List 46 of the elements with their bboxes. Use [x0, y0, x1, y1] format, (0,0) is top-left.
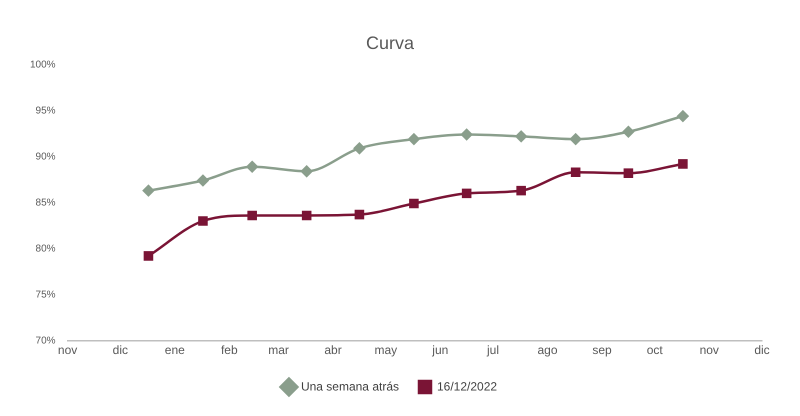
point: [570, 133, 582, 145]
point: [678, 159, 688, 169]
x-tick-label: jul: [486, 343, 500, 358]
x-tick-label: ene: [164, 343, 186, 358]
x-tick-label: jun: [431, 343, 448, 358]
x-tick-label: abr: [324, 343, 342, 358]
legend-label: 16/12/2022: [436, 379, 498, 394]
x-tick-label: nov: [700, 343, 719, 358]
x-tick-label: oct: [646, 343, 664, 358]
point: [198, 216, 208, 226]
point: [516, 186, 526, 196]
x-tick-label: dic: [754, 343, 770, 358]
point: [570, 167, 580, 178]
point: [144, 251, 154, 261]
point: [302, 210, 312, 220]
x-tick-label: may: [374, 343, 398, 358]
point: [197, 174, 209, 186]
point: [354, 142, 366, 154]
y-tick-label: 80%: [36, 243, 56, 254]
chart-title: Curva: [366, 32, 415, 53]
point: [247, 210, 257, 220]
y-tick-label: 95%: [36, 105, 56, 116]
point: [460, 128, 472, 140]
point: [300, 166, 312, 178]
point: [624, 168, 634, 178]
x-tick-label: nov: [58, 343, 78, 358]
x-tick-label: sep: [592, 343, 612, 358]
point: [408, 133, 420, 145]
point: [462, 188, 472, 198]
point: [677, 110, 689, 122]
point: [354, 210, 364, 220]
y-tick-label: 70%: [36, 335, 56, 346]
point: [515, 130, 527, 142]
x-tick-label: dic: [112, 343, 128, 358]
y-tick-label: 100%: [30, 59, 56, 70]
point: [622, 126, 634, 138]
point: [142, 184, 154, 196]
y-tick-label: 90%: [36, 151, 56, 162]
x-tick-label: feb: [220, 343, 238, 358]
point: [409, 198, 419, 208]
y-tick-label: 75%: [36, 289, 56, 300]
x-tick-label: ago: [538, 343, 558, 358]
y-tick-label: 85%: [36, 197, 56, 208]
legend-label: Una semana atrás: [300, 379, 400, 394]
point: [246, 160, 258, 172]
x-tick-label: mar: [268, 343, 289, 358]
